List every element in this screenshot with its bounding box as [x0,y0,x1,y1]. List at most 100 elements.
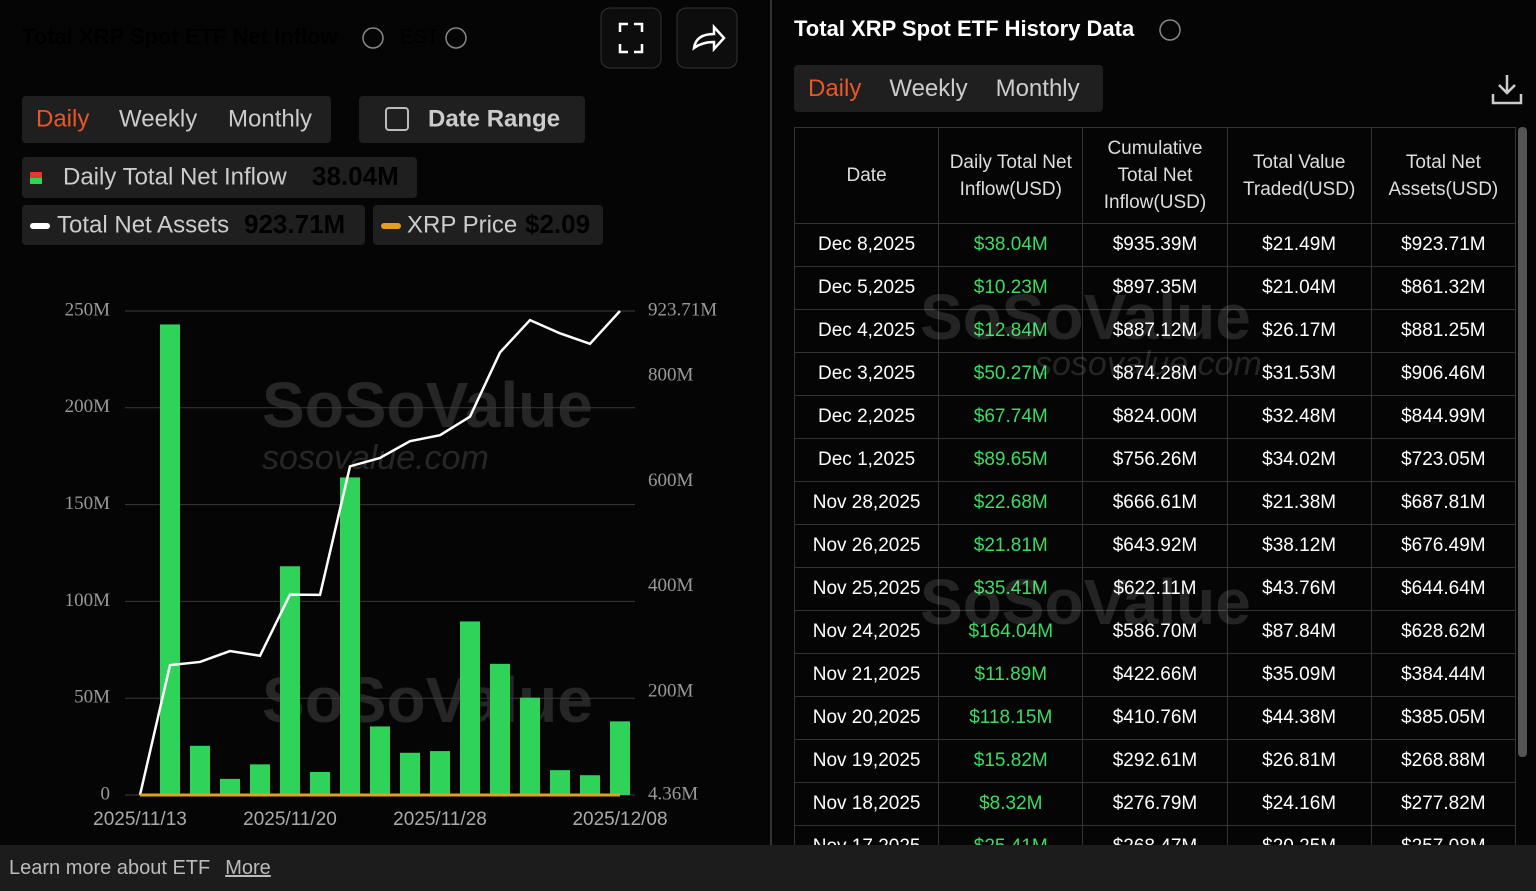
table-cell: $923.71M [1370,223,1517,267]
watermark-brand: SoSoValue [262,664,593,736]
table-cell: Dec 4,2025 [793,309,940,353]
table-cell: Dec 2,2025 [793,395,940,439]
table-cell: $21.49M [1226,223,1372,267]
info-icon[interactable] [1157,17,1183,43]
legend-pill [22,205,365,245]
y-tick-label: 0 [101,783,111,804]
footer-link[interactable]: More [225,856,271,879]
table-cell: Dec 1,2025 [793,438,940,482]
table-cell: Nov 24,2025 [793,610,940,654]
table-cell: $50.27M [938,352,1084,396]
table-cell: $25.41M [938,825,1084,845]
table-cell: $12.84M [938,309,1084,353]
legend-pill [373,205,603,245]
table-row: Dec 3,2025 $50.27M $874.28M $31.53M $906.46M [793,352,1517,396]
table-cell: $844.99M [1370,395,1517,439]
legend-swatch [30,223,50,229]
y-tick-label: 100M [65,590,111,611]
tab[interactable]: Daily [36,105,89,132]
column-header: Date [793,127,940,224]
bar [460,621,480,795]
table-cell: $257.08M [1370,825,1517,845]
table-cell: $935.39M [1082,223,1228,267]
table-cell: Nov 18,2025 [793,782,940,826]
table-cell: $384.44M [1370,653,1517,697]
footer: Learn more about ETF More [0,845,1536,891]
timezone[interactable]: EST [400,26,439,48]
table-cell: $292.61M [1082,739,1228,783]
tab[interactable]: Monthly [995,74,1080,102]
scrollbar[interactable] [1518,127,1527,757]
table-cell: $687.81M [1370,481,1517,525]
table-cell: $43.76M [1226,567,1372,611]
table-cell: $34.02M [1226,438,1372,482]
date-range-button[interactable] [359,96,585,143]
info-icon[interactable] [445,27,467,49]
bar [370,726,390,795]
table-cell: $10.23M [938,266,1084,310]
table-cell: $666.61M [1082,481,1228,525]
table-cell: $118.15M [938,696,1084,740]
share-button[interactable] [676,7,738,69]
column-header: Total Value Traded(USD) [1226,127,1372,224]
column-header: Total Net Assets(USD) [1370,127,1517,224]
info-icon[interactable] [362,27,384,49]
table-cell: $643.92M [1082,524,1228,568]
legend-value: $2.09 [525,209,590,239]
bar [490,663,510,795]
table-cell: $164.04M [938,610,1084,654]
y-tick-label: 150M [65,493,111,514]
legend-value: 38.04M [312,161,399,191]
table-cell: Nov 28,2025 [793,481,940,525]
date-range[interactable]: Date Range [428,105,560,132]
watermark: SoSoValue sosovalue.com SoSoValue [262,369,593,736]
table-cell: $385.05M [1370,696,1517,740]
table-cell: $38.12M [1226,524,1372,568]
bar [400,752,420,795]
column-header: Daily Total Net Inflow(USD) [938,127,1084,224]
tab[interactable]: Daily [808,74,862,102]
bar [250,764,270,795]
table-cell: $67.74M [938,395,1084,439]
table-cell: Nov 17,2025 [793,825,940,845]
tab[interactable]: Monthly [228,105,312,132]
tab[interactable]: Weekly [119,105,197,132]
table-cell: $622.11M [1082,567,1228,611]
tab[interactable]: Weekly [889,74,968,102]
table-cell: $26.81M [1226,739,1372,783]
table-cell: Nov 20,2025 [793,696,940,740]
table-cell: $22.68M [938,481,1084,525]
y2-tick-label: 400M [648,575,694,596]
legend-label: Daily Total Net Inflow [63,163,287,190]
y2-tick-label: 200M [648,680,694,701]
legend-swatch [381,223,401,229]
table-cell: $887.12M [1082,309,1228,353]
download-button[interactable] [1490,72,1524,106]
bar [190,745,210,795]
table-cell: $410.76M [1082,696,1228,740]
table-cell: $586.70M [1082,610,1228,654]
y2-tick-label: 600M [648,470,694,491]
table-cell: $268.88M [1370,739,1517,783]
table-cell: $676.49M [1370,524,1517,568]
table-cell: $824.00M [1082,395,1228,439]
watermark-brand: SoSoValue [262,369,593,441]
table-cell: $24.16M [1226,782,1372,826]
table-cell: $20.25M [1226,825,1372,845]
bar [610,721,630,795]
table-cell: $644.64M [1370,567,1517,611]
table-cell: $38.04M [938,223,1084,267]
y2-tick-label: 4.36M [648,783,698,804]
table-row: Dec 1,2025 $89.65M $756.26M $34.02M $723.05M [793,438,1517,482]
table-cell: $276.79M [1082,782,1228,826]
table-cell: $32.48M [1226,395,1372,439]
table-cell: Nov 25,2025 [793,567,940,611]
fullscreen-button[interactable] [600,7,662,69]
table-cell: Dec 5,2025 [793,266,940,310]
table-cell: $15.82M [938,739,1084,783]
bar [340,477,360,795]
y-tick-label: 50M [74,687,110,708]
x-tick-label: 2025/11/13 [93,809,187,830]
tab-group [22,96,331,143]
